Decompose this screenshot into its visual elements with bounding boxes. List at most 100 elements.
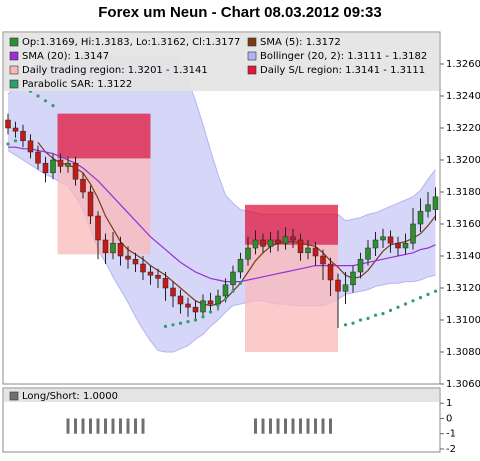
indicator-line: [8, 146, 436, 283]
candle-body: [140, 263, 146, 273]
candle-body: [417, 210, 424, 225]
main-panel: 1.3260 1.3240 1.3220 1.3200 1.3180 1.3160 1.31…: [2, 31, 480, 390]
candle-body: [95, 215, 101, 241]
legend-swatch: [9, 391, 19, 401]
candle-body: [170, 287, 176, 297]
bar: [269, 418, 272, 434]
sar-dot: [223, 297, 228, 301]
candle-body: [20, 130, 26, 142]
legend-swatch: [247, 51, 257, 61]
legend-box: [4, 33, 439, 91]
legend-label: Daily trading region: 1.3201 - 1.3141: [22, 65, 208, 76]
region: [57, 113, 151, 159]
legend-box: [4, 389, 439, 402]
sar-dot: [231, 289, 235, 293]
candle-body: [275, 239, 281, 244]
y-tick-label: 1.3120: [446, 283, 480, 294]
legend-label: Op:1.3169, Hi:1.3183, Lo:1.3162, Cl:1.31…: [22, 37, 240, 48]
candle-body: [185, 303, 191, 308]
indicator-line: [37, 142, 436, 307]
legend-swatch: [9, 65, 19, 75]
sar-dot: [433, 289, 438, 293]
candle-body: [132, 258, 139, 265]
candle-body: [387, 236, 394, 244]
candle-body: [342, 284, 349, 292]
sar-dot: [351, 321, 355, 325]
candle-body: [395, 242, 401, 249]
sar-dot: [358, 318, 363, 322]
bar: [291, 418, 295, 434]
candle-body: [27, 140, 34, 153]
candle-body: [245, 247, 251, 260]
y-tick-label: 0: [446, 413, 452, 424]
sar-dot: [36, 94, 40, 98]
legend-label: Bollinger (20, 2): 1.3111 - 1.3182: [260, 51, 427, 62]
candle-body: [380, 236, 386, 241]
sar-dot: [426, 292, 430, 296]
y-tick-label: -2: [446, 444, 456, 455]
sar-dot: [208, 310, 213, 314]
sar-dot: [238, 281, 243, 285]
candle-body: [87, 191, 94, 217]
candle-body: [410, 223, 416, 244]
legend-swatch: [9, 51, 19, 61]
candle-body: [402, 242, 409, 249]
y-tick-label: 1.3060: [446, 379, 480, 390]
sar-dot: [6, 142, 10, 146]
legend-swatch: [247, 65, 257, 75]
bar: [126, 418, 130, 434]
candle-body: [237, 258, 244, 273]
bar: [119, 418, 122, 434]
y-tick-label: 1.3080: [446, 347, 480, 358]
candle-body: [147, 271, 154, 276]
bar: [134, 418, 137, 434]
bar: [141, 418, 145, 434]
candle-body: [42, 162, 49, 174]
candle-body: [162, 278, 169, 289]
y-tick-label: 1.3140: [446, 251, 480, 262]
candle-body: [110, 242, 116, 254]
sar-dot: [388, 308, 393, 312]
sar-dot: [186, 320, 190, 324]
sar-dot: [171, 323, 175, 327]
candle-body: [215, 295, 221, 305]
legend-swatch: [9, 79, 19, 89]
candle-body: [80, 178, 86, 193]
candle-body: [267, 239, 274, 247]
sar-dot: [163, 324, 168, 328]
candle-body: [57, 159, 64, 167]
sar-dot: [381, 312, 385, 316]
chart-title: Forex um Neun - Chart 08.03.2012 09:33: [98, 4, 381, 21]
candle-body: [432, 196, 439, 210]
candle-body: [350, 271, 356, 286]
bar: [321, 418, 325, 434]
candle-body: [125, 255, 131, 260]
sar-dot: [178, 321, 183, 325]
bar: [284, 418, 287, 434]
legend-swatch: [247, 37, 257, 47]
bar: [66, 418, 70, 434]
candle-body: [282, 236, 289, 244]
candle-body: [35, 151, 41, 164]
candle-body: [222, 284, 229, 297]
legend-label: Long/Short: 1.0000: [22, 391, 118, 402]
bar: [329, 418, 332, 434]
bar: [81, 418, 85, 434]
bar: [111, 418, 115, 434]
sar-dot: [418, 296, 423, 300]
candle-body: [155, 274, 161, 279]
bar: [276, 418, 280, 434]
y-tick-label: 1.3260: [446, 59, 480, 70]
legend-label: Daily S/L region: 1.3141 - 1.3111: [260, 65, 425, 76]
candle-body: [312, 247, 319, 257]
legend-swatch: [9, 37, 19, 47]
candle-body: [192, 306, 199, 313]
bar: [96, 418, 100, 434]
candle-body: [305, 247, 311, 254]
candle-body: [335, 279, 341, 292]
candle-body: [260, 239, 266, 247]
bar: [104, 418, 107, 434]
candle-body: [65, 162, 71, 167]
